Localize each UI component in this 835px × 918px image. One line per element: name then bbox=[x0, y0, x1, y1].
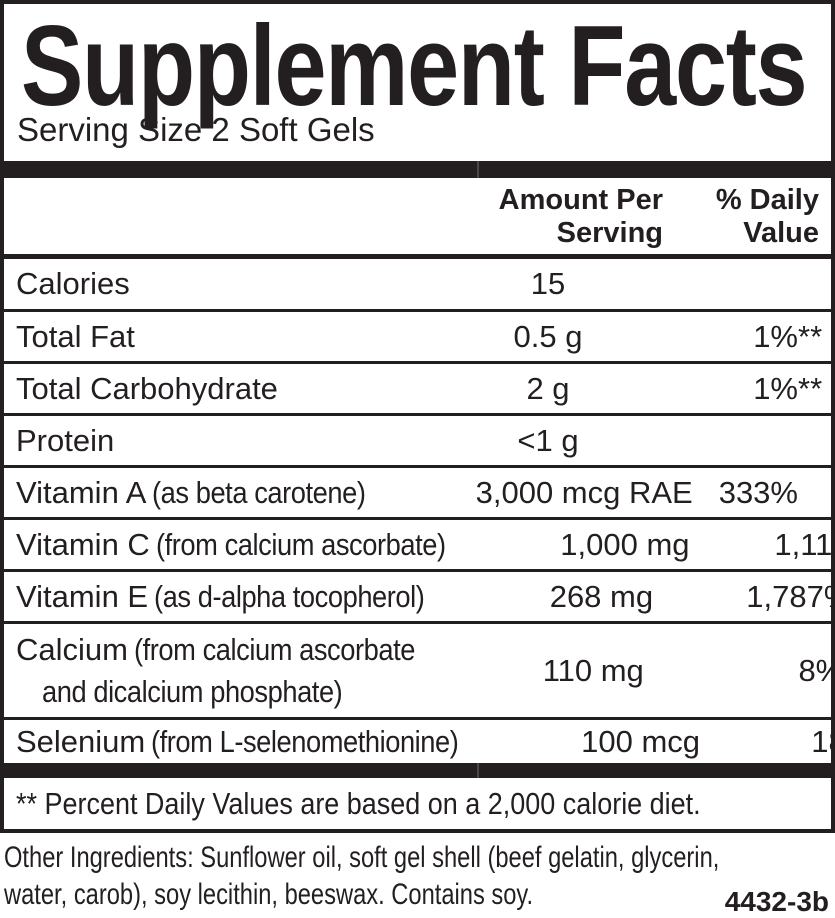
table-row-selenium: Selenium (from L-selenomethionine) 100 mc… bbox=[4, 717, 835, 763]
nutrient-name: Calories bbox=[16, 266, 408, 302]
nutrient-daily-value bbox=[688, 266, 831, 302]
table-row-calcium: Calcium (from calcium ascorbate and dical… bbox=[4, 621, 835, 717]
nutrient-detail-text: (from calcium ascorbate) bbox=[155, 526, 446, 562]
panel-header: Supplement Facts Serving Size 2 Soft Gel… bbox=[4, 4, 831, 161]
nutrient-name-line2: and dicalcium phosphate) bbox=[16, 671, 453, 713]
other-ingredients-line2: water, carob), soy lecithin, beeswax. Co… bbox=[4, 878, 534, 911]
table-row-vitamin-c: Vitamin C (from calcium ascorbate) 1,000 … bbox=[4, 517, 835, 569]
header-amount-line1: Amount Per bbox=[498, 184, 663, 216]
thick-rule-top bbox=[4, 161, 831, 178]
nutrient-daily-value: 1,787% bbox=[741, 579, 835, 615]
nutrient-amount: 2 g bbox=[408, 371, 688, 407]
nutrient-daily-value bbox=[688, 423, 831, 459]
nutrient-amount: 15 bbox=[408, 266, 688, 302]
panel-title: Supplement Facts bbox=[21, 3, 808, 130]
nutrient-detail-text: (from L-selenomethionine) bbox=[151, 723, 459, 759]
nutrient-name-text: Vitamin C bbox=[16, 526, 150, 562]
amount-text: 0.5 g bbox=[513, 318, 583, 354]
product-code: 4432-3b bbox=[724, 886, 829, 917]
amount-text: 110 mg bbox=[542, 652, 644, 688]
supplement-facts-panel: Supplement Facts Serving Size 2 Soft Gel… bbox=[0, 0, 835, 833]
amount-text: 1,000 mg bbox=[560, 526, 690, 562]
table-row-total-carbohydrate: Total Carbohydrate 2 g 1%** bbox=[4, 361, 831, 413]
header-dv-line2: Value bbox=[743, 217, 819, 249]
daily-value-footnote-text: ** Percent Daily Values are based on a 2… bbox=[16, 785, 701, 821]
nutrient-name: Vitamin A (as beta carotene) bbox=[16, 475, 408, 511]
column-header-row: Amount Per Serving % Daily Value bbox=[4, 178, 831, 254]
nutrient-detail-text: (from calcium ascorbate bbox=[133, 631, 415, 667]
header-amount-line2: Serving bbox=[556, 217, 663, 249]
thick-rule-bottom bbox=[4, 763, 831, 778]
nutrient-detail-text: (as beta carotene) bbox=[152, 474, 366, 510]
nutrient-amount: 100 mcg bbox=[501, 724, 781, 760]
other-ingredients: Other Ingredients: Sunflower oil, soft g… bbox=[4, 839, 835, 913]
pct-text: 1% bbox=[753, 370, 798, 406]
table-row-calories: Calories 15 bbox=[4, 259, 831, 309]
nutrient-name-text: Calories bbox=[16, 266, 130, 301]
nutrient-daily-value: 1%** bbox=[753, 370, 823, 406]
nutrient-amount: 268 mg bbox=[461, 579, 741, 615]
nutrient-name-text: Total Fat bbox=[16, 318, 135, 354]
nutrient-daily-value: 1,111% bbox=[765, 527, 835, 563]
nutrient-name: Protein bbox=[16, 423, 408, 459]
nutrient-daily-value: 333% bbox=[688, 475, 831, 511]
serving-size: Serving Size 2 Soft Gels bbox=[17, 111, 375, 148]
medium-rule-under-header bbox=[4, 254, 831, 259]
daily-value-footnote: ** Percent Daily Values are based on a 2… bbox=[4, 778, 831, 829]
nutrient-amount: 110 mg bbox=[453, 653, 733, 689]
pct-text: 1,111% bbox=[774, 526, 835, 562]
header-percent-daily-value: % Daily Value bbox=[688, 184, 831, 254]
amount-text: <1 g bbox=[517, 422, 579, 458]
amount-text: 3,000 mcg bbox=[475, 474, 621, 510]
nutrient-name-text: Selenium bbox=[16, 723, 146, 759]
pct-text: 1,787% bbox=[746, 578, 835, 614]
nutrient-name-text: Calcium bbox=[16, 631, 128, 667]
bar-seam bbox=[477, 161, 479, 178]
header-spacer bbox=[4, 184, 408, 254]
pct-text: 8% bbox=[798, 652, 835, 688]
header-amount-per-serving: Amount Per Serving bbox=[408, 184, 688, 254]
nutrient-daily-value: 182% bbox=[781, 724, 835, 760]
pct-text: 333% bbox=[718, 474, 798, 510]
nutrient-name-text: Total Carbohydrate bbox=[16, 370, 278, 406]
nutrient-daily-value: 8% bbox=[733, 653, 835, 689]
bar-seam bbox=[477, 763, 479, 778]
pct-text: 1% bbox=[753, 318, 798, 354]
nutrient-name: Total Fat bbox=[16, 319, 408, 355]
header-dv-line1: % Daily bbox=[715, 184, 819, 216]
nutrient-name: Vitamin C (from calcium ascorbate) bbox=[16, 527, 485, 563]
nutrient-amount: 1,000 mg bbox=[485, 527, 765, 563]
nutrient-daily-value: 1%** bbox=[753, 318, 823, 354]
nutrient-name: Vitamin E (as d-alpha tocopherol) bbox=[16, 579, 461, 615]
nutrient-name-text: Vitamin E bbox=[16, 578, 149, 614]
amount-text: 100 mcg bbox=[581, 723, 701, 759]
nutrient-amount: <1 g bbox=[408, 423, 688, 459]
nutrient-amount: 0.5 g bbox=[408, 319, 688, 355]
nutrient-detail-text: and dicalcium phosphate) bbox=[42, 673, 343, 709]
nutrient-name: Selenium (from L-selenomethionine) bbox=[16, 724, 501, 760]
nutrient-name-text: Vitamin A bbox=[16, 474, 147, 510]
nutrient-name-text: Protein bbox=[16, 422, 115, 458]
amount-text: 15 bbox=[530, 266, 566, 301]
other-ingredients-line1: Other Ingredients: Sunflower oil, soft g… bbox=[4, 841, 720, 874]
table-row-protein: Protein <1 g bbox=[4, 413, 831, 465]
nutrient-name-line1: Calcium (from calcium ascorbate bbox=[16, 629, 453, 671]
amount-text: 2 g bbox=[526, 370, 570, 406]
nutrient-amount: 3,000 mcg RAE bbox=[475, 474, 693, 510]
table-row-vitamin-a: Vitamin A (as beta carotene) 3,000 mcg RA… bbox=[4, 465, 831, 517]
nutrient-detail-text: (as d-alpha tocopherol) bbox=[154, 578, 425, 614]
pct-text: 182% bbox=[811, 723, 835, 759]
table-row-total-fat: Total Fat 0.5 g 1%** bbox=[4, 309, 831, 361]
nutrient-name: Total Carbohydrate bbox=[16, 371, 408, 407]
nutrient-name: Calcium (from calcium ascorbate and dical… bbox=[16, 629, 453, 713]
amount-text: 268 mg bbox=[549, 578, 654, 614]
table-row-vitamin-e: Vitamin E (as d-alpha tocopherol) 268 mg … bbox=[4, 569, 835, 621]
